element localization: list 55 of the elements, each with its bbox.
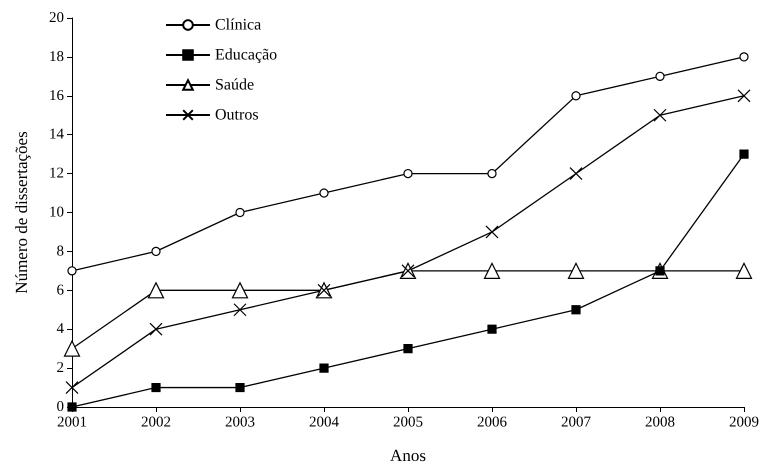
point: [571, 91, 581, 100]
point: [149, 322, 163, 336]
y-tick-label: 2: [56, 360, 64, 376]
x-axis-title: Anos: [390, 446, 426, 465]
y-tick-label: 4: [56, 321, 64, 338]
point: [568, 262, 584, 279]
point: [653, 108, 667, 122]
x-tick-label: 2001: [57, 414, 87, 430]
x-tick-label: 2004: [309, 414, 340, 430]
point: [485, 225, 499, 239]
legend-label: Saúde: [215, 76, 254, 94]
point: [739, 150, 749, 159]
y-tick-label: 8: [56, 243, 64, 260]
point: [487, 169, 497, 178]
point: [232, 282, 248, 298]
y-tick-label: 12: [49, 166, 64, 182]
y-tick-label: 10: [49, 204, 64, 220]
point: [319, 364, 329, 373]
y-axis-title: Número de dissertações: [12, 131, 31, 294]
point: [67, 266, 77, 276]
point: [739, 52, 749, 62]
point: [233, 303, 247, 316]
point: [319, 188, 329, 198]
point: [151, 382, 161, 392]
y-tick-label: 16: [49, 88, 64, 104]
legend-label: Clínica: [215, 16, 262, 34]
point: [148, 282, 164, 298]
point: [736, 262, 752, 279]
point: [403, 169, 413, 178]
point: [487, 324, 497, 334]
point: [569, 167, 583, 180]
point: [64, 340, 80, 357]
y-tick-label: 18: [49, 48, 64, 65]
legend-label: Outros: [215, 106, 259, 124]
point: [65, 380, 79, 394]
x-tick-label: 2008: [645, 414, 675, 430]
point: [235, 208, 245, 218]
point: [151, 246, 161, 256]
point: [403, 344, 413, 354]
legend-label: Educação: [215, 46, 278, 64]
x-tick-label: 2006: [477, 414, 508, 430]
y-tick-label: 0: [56, 399, 64, 415]
point: [235, 382, 245, 392]
x-tick-label: 2003: [225, 414, 255, 430]
y-tick-label: 20: [49, 10, 64, 26]
x-tick-label: 2009: [729, 414, 759, 430]
x-tick-label: 2005: [393, 414, 423, 430]
y-tick-label: 14: [49, 126, 64, 143]
x-tick-label: 2007: [561, 414, 592, 430]
point: [737, 89, 751, 102]
point: [484, 262, 500, 279]
y-tick-label: 6: [56, 282, 64, 298]
point: [655, 72, 665, 81]
x-tick-label: 2002: [141, 414, 171, 430]
point: [571, 305, 581, 314]
